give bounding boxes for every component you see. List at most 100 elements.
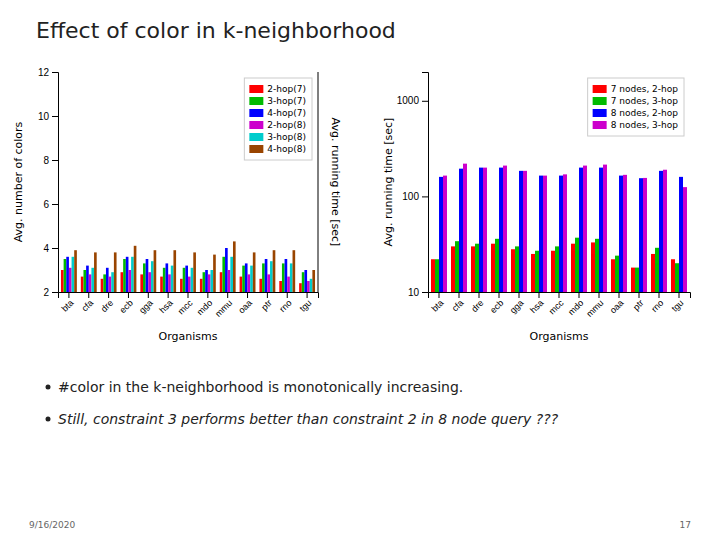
y-tick: 2: [43, 287, 58, 298]
x-tick: oaa: [236, 292, 254, 315]
bar: [279, 281, 282, 292]
tick-label: mmu: [584, 298, 605, 319]
bars: [61, 241, 315, 292]
bar-series: [66, 248, 307, 292]
bar: [591, 242, 595, 292]
legend-label: 2-hop(8): [267, 120, 306, 130]
tick-label: hsa: [528, 298, 545, 315]
bar: [188, 277, 191, 292]
legend-swatch: [249, 133, 263, 141]
y-tick: 100: [402, 191, 428, 202]
bar: [285, 259, 288, 292]
axis-line: [59, 293, 319, 299]
bar: [267, 274, 270, 292]
bar: [101, 279, 104, 292]
bar: [559, 176, 563, 292]
tick-mark: [247, 292, 248, 298]
x-tick: mcc: [547, 292, 566, 317]
bar: [531, 254, 535, 292]
x-tick: tgu: [670, 292, 686, 314]
bar: [535, 251, 539, 292]
bar: [623, 175, 627, 292]
bar: [259, 279, 262, 292]
y-tick: 10: [408, 287, 428, 298]
bar: [163, 268, 166, 292]
x-axis-title: Organisms: [159, 330, 218, 343]
tick-mark: [499, 292, 500, 298]
axis-line: [52, 73, 59, 293]
bar: [262, 263, 265, 292]
x-tick: ecb: [118, 292, 135, 315]
tick-label: tgu: [670, 298, 686, 314]
legend-label: 7 nodes, 3-hop: [611, 96, 679, 106]
tick-mark: [559, 292, 560, 298]
bar: [91, 268, 94, 292]
bar: [131, 257, 134, 292]
legend-label: 7 nodes, 2-hop: [611, 84, 679, 94]
footer-right: 17: [680, 520, 691, 530]
tick-mark: [207, 292, 208, 298]
y-tick: 10: [38, 111, 58, 122]
tick-label: oaa: [608, 298, 626, 316]
bar: [203, 272, 206, 292]
chart: 101001000btacfadreecbggahsamccmdommuoaap…: [382, 73, 691, 344]
bullet: [46, 417, 51, 422]
y-tick: 1000: [397, 95, 428, 106]
tick-mark: [599, 292, 600, 298]
bar: [168, 274, 171, 292]
legend-label: 4-hop(8): [267, 144, 306, 154]
bar: [635, 268, 639, 292]
title: Effect of color in k-neighborhood: [36, 18, 396, 43]
bar: [94, 252, 97, 292]
tick-mark: [52, 160, 58, 161]
tick-mark: [679, 292, 680, 298]
bar: [146, 259, 149, 292]
bar: [72, 257, 75, 292]
bar: [471, 246, 475, 292]
bar-series: [64, 257, 305, 292]
tick-label: 1000: [397, 95, 420, 106]
bar: [293, 250, 296, 292]
tick-mark: [307, 292, 308, 298]
bar: [193, 252, 196, 292]
bar: [126, 257, 129, 292]
legend-box: [244, 78, 312, 160]
bar: [273, 250, 276, 292]
bar: [443, 176, 447, 292]
bar: [304, 270, 307, 292]
tick-mark: [148, 292, 149, 298]
x-tick: tgu: [298, 292, 314, 314]
axis-line: [422, 73, 429, 293]
y-axis: 24681012: [38, 67, 59, 298]
y-axis-title: Avg. number of colors: [12, 121, 25, 242]
x-tick: mcc: [176, 292, 195, 317]
bar: [230, 257, 233, 292]
bar: [551, 251, 555, 292]
bar: [171, 266, 174, 292]
bar: [619, 176, 623, 292]
x-tick: cfa: [450, 292, 466, 313]
bar-series: [72, 257, 313, 292]
y-tick: 8: [43, 155, 58, 166]
bar: [651, 254, 655, 292]
x-tick: dre: [99, 292, 115, 314]
bar: [299, 283, 302, 292]
x-tick: rno: [277, 292, 293, 314]
legend-swatch: [249, 121, 263, 129]
tick-label: ecb: [118, 298, 135, 315]
bar: [228, 270, 231, 292]
bar: [83, 270, 86, 292]
tick-label: cfa: [450, 298, 466, 314]
tick-label: bta: [60, 298, 76, 314]
tick-label: hsa: [157, 298, 174, 315]
bar: [659, 171, 663, 292]
tick-label: tgu: [298, 298, 314, 314]
x-tick: ecb: [488, 292, 505, 315]
bar: [109, 277, 112, 292]
tick-label: ptr: [631, 298, 646, 313]
bar: [242, 266, 245, 292]
bar: [265, 259, 268, 292]
tick-mark: [88, 292, 89, 298]
legend: 7 nodes, 2-hop7 nodes, 3-hop8 nodes, 2-h…: [588, 78, 684, 136]
bar: [123, 259, 126, 292]
